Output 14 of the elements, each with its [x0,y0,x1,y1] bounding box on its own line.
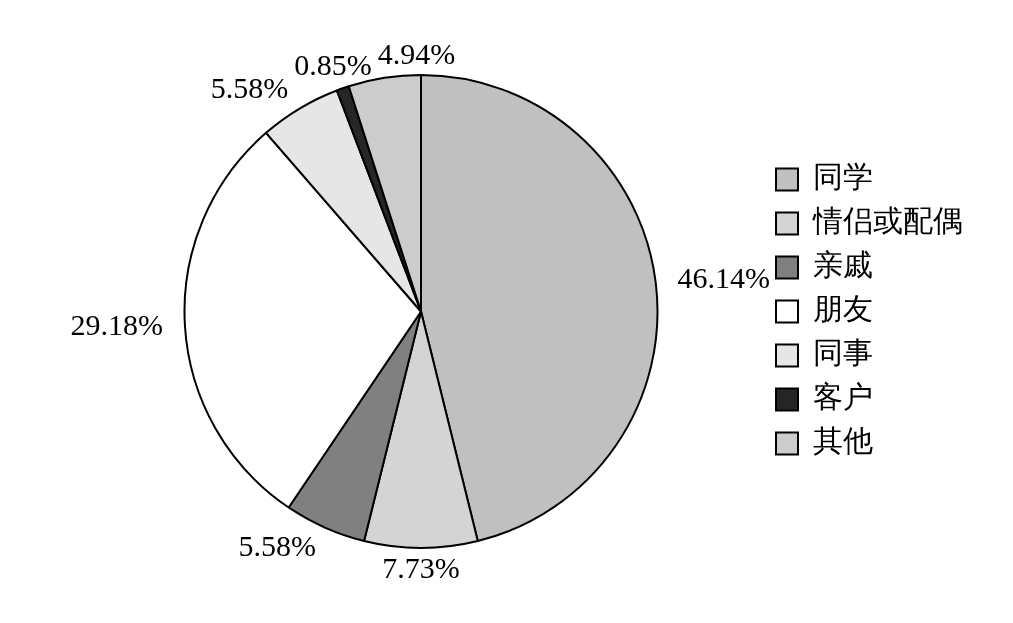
data-label: 0.85% [294,48,372,82]
legend-label: 情侣或配偶 [812,203,963,239]
legend-label: 亲戚 [813,247,873,283]
data-label: 46.14% [677,261,771,295]
legend-label: 客户 [813,379,873,415]
data-label: 4.94% [377,36,456,70]
legend-label: 同事 [813,335,873,371]
legend-label: 同学 [813,159,873,195]
data-label: 29.18% [70,307,163,341]
legend-label: 朋友 [813,291,873,327]
data-label: 7.73% [382,550,460,584]
legend-label: 其他 [813,423,873,459]
data-label: 5.58% [238,528,316,562]
data-label: 5.58% [210,70,289,104]
